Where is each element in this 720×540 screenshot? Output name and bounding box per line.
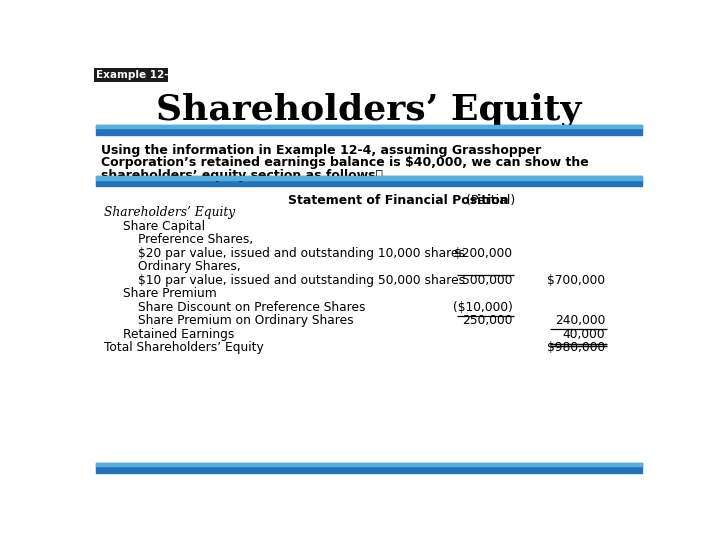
- Text: $700,000: $700,000: [547, 274, 606, 287]
- Text: ($10,000): ($10,000): [452, 301, 513, 314]
- Text: $980,000: $980,000: [547, 341, 606, 354]
- Text: 250,000: 250,000: [462, 314, 513, 327]
- Text: shareholders’ equity section as follows：: shareholders’ equity section as follows：: [101, 168, 383, 182]
- Text: Share Discount on Preference Shares: Share Discount on Preference Shares: [138, 301, 366, 314]
- Text: 500,000: 500,000: [462, 274, 513, 287]
- Text: Share Capital: Share Capital: [122, 220, 204, 233]
- Bar: [96, 177, 642, 179]
- Text: 240,000: 240,000: [555, 314, 606, 327]
- FancyBboxPatch shape: [94, 68, 168, 82]
- Bar: [96, 125, 642, 128]
- Text: Shareholders’ Equity: Shareholders’ Equity: [104, 206, 235, 219]
- Text: Share Premium: Share Premium: [122, 287, 216, 300]
- Bar: [96, 463, 642, 466]
- Text: Using the information in Example 12-4, assuming Grasshopper: Using the information in Example 12-4, a…: [101, 144, 541, 157]
- Text: Retained Earnings: Retained Earnings: [122, 328, 234, 341]
- Text: $10 par value, issued and outstanding 50,000 shares: $10 par value, issued and outstanding 50…: [138, 274, 465, 287]
- Text: Total Shareholders’ Equity: Total Shareholders’ Equity: [104, 341, 264, 354]
- Text: Shareholders’ Equity: Shareholders’ Equity: [156, 92, 582, 127]
- Text: Preference Shares,: Preference Shares,: [138, 233, 253, 246]
- Bar: [96, 125, 642, 135]
- Text: $200,000: $200,000: [454, 247, 513, 260]
- Text: Statement of Financial Position: Statement of Financial Position: [287, 194, 508, 207]
- Text: Example 12-5: Example 12-5: [96, 70, 176, 80]
- Text: $20 par value, issued and outstanding 10,000 shares: $20 par value, issued and outstanding 10…: [138, 247, 465, 260]
- Bar: [96, 177, 642, 186]
- Text: (Partial): (Partial): [462, 194, 516, 207]
- Text: Ordinary Shares,: Ordinary Shares,: [138, 260, 240, 273]
- Text: 40,000: 40,000: [563, 328, 606, 341]
- Text: Share Premium on Ordinary Shares: Share Premium on Ordinary Shares: [138, 314, 354, 327]
- Bar: [96, 463, 642, 473]
- Text: Corporation’s retained earnings balance is $40,000, we can show the: Corporation’s retained earnings balance …: [101, 157, 589, 170]
